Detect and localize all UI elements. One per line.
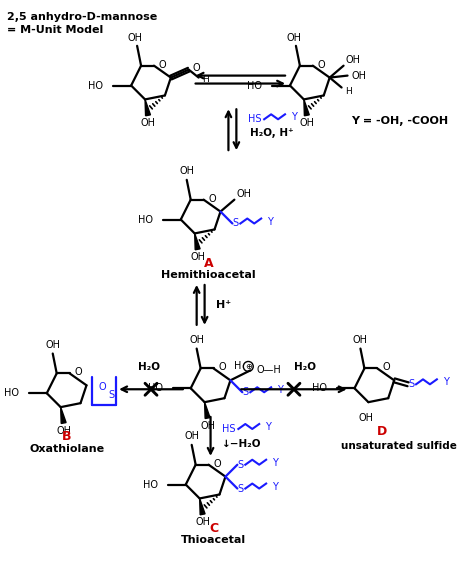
Text: OH: OH: [179, 166, 194, 176]
Text: H₂O: H₂O: [138, 363, 160, 372]
Text: HO: HO: [312, 383, 327, 393]
Text: O: O: [383, 363, 390, 372]
Text: S: S: [242, 388, 248, 397]
Text: O: O: [214, 459, 221, 469]
Text: B: B: [62, 431, 72, 443]
Text: S: S: [232, 218, 238, 228]
Text: HS: HS: [222, 424, 236, 434]
Text: O: O: [209, 193, 216, 204]
Text: OH: OH: [45, 340, 60, 350]
Text: H: H: [202, 75, 210, 84]
Text: O: O: [193, 63, 201, 73]
Text: S: S: [109, 390, 114, 400]
Text: O: O: [219, 363, 226, 372]
Text: O: O: [159, 60, 166, 70]
Text: HO: HO: [4, 388, 19, 398]
Text: OH: OH: [286, 33, 301, 43]
Text: HO: HO: [88, 81, 103, 91]
Text: OH: OH: [237, 189, 251, 199]
Text: OH: OH: [190, 252, 205, 262]
Polygon shape: [145, 99, 150, 116]
Text: O: O: [74, 367, 82, 378]
Text: H₂O: H₂O: [294, 363, 316, 372]
Text: Y: Y: [291, 112, 297, 122]
Text: HO: HO: [138, 214, 153, 224]
Text: HO: HO: [247, 81, 262, 91]
Text: H: H: [346, 87, 352, 96]
Text: Thioacetal: Thioacetal: [181, 535, 246, 545]
Text: Y: Y: [272, 458, 278, 468]
Text: HO: HO: [143, 479, 158, 490]
Text: 2,5 anhydro-D-mannose: 2,5 anhydro-D-mannose: [7, 12, 157, 22]
Text: Y = -OH, -COOH: Y = -OH, -COOH: [351, 116, 448, 126]
Text: O: O: [99, 382, 106, 392]
Text: OH: OH: [140, 119, 155, 128]
Text: OH: OH: [200, 421, 215, 431]
Text: H: H: [234, 361, 242, 371]
Text: H⁺: H⁺: [216, 300, 231, 310]
Text: unsaturated sulfide: unsaturated sulfide: [341, 441, 457, 451]
Text: ↓−H₂O: ↓−H₂O: [222, 439, 262, 449]
Text: Y: Y: [267, 217, 273, 227]
Text: HO: HO: [148, 383, 163, 393]
Text: = M-Unit Model: = M-Unit Model: [7, 25, 103, 35]
Text: Y: Y: [277, 385, 283, 395]
Polygon shape: [200, 498, 205, 515]
Polygon shape: [205, 402, 210, 418]
Text: OH: OH: [352, 71, 366, 81]
Text: Y: Y: [265, 422, 271, 432]
Text: Hemithioacetal: Hemithioacetal: [161, 270, 256, 280]
Text: OH: OH: [353, 335, 368, 345]
Text: OH: OH: [56, 426, 71, 436]
Text: OH: OH: [359, 413, 374, 423]
Text: OH: OH: [128, 33, 143, 43]
Text: H₂O, H⁺: H₂O, H⁺: [250, 128, 294, 138]
Text: S: S: [237, 460, 244, 469]
Text: D: D: [377, 425, 387, 439]
Text: OH: OH: [195, 517, 210, 528]
Text: ⊕: ⊕: [245, 362, 252, 371]
Polygon shape: [61, 407, 66, 424]
Text: HS: HS: [248, 114, 262, 124]
Text: O—H: O—H: [256, 365, 281, 375]
Text: C: C: [209, 522, 218, 535]
Polygon shape: [304, 99, 309, 116]
Text: O: O: [318, 60, 325, 70]
Text: OH: OH: [184, 431, 199, 441]
Text: OH: OH: [189, 335, 204, 345]
Polygon shape: [195, 234, 200, 250]
Text: OH: OH: [346, 55, 361, 64]
Text: Y: Y: [272, 482, 278, 492]
Text: A: A: [204, 257, 213, 270]
Text: Y: Y: [443, 377, 449, 388]
Text: Oxathiolane: Oxathiolane: [29, 444, 104, 454]
Text: OH: OH: [300, 119, 314, 128]
Text: S: S: [408, 379, 414, 389]
Text: S: S: [237, 483, 244, 493]
